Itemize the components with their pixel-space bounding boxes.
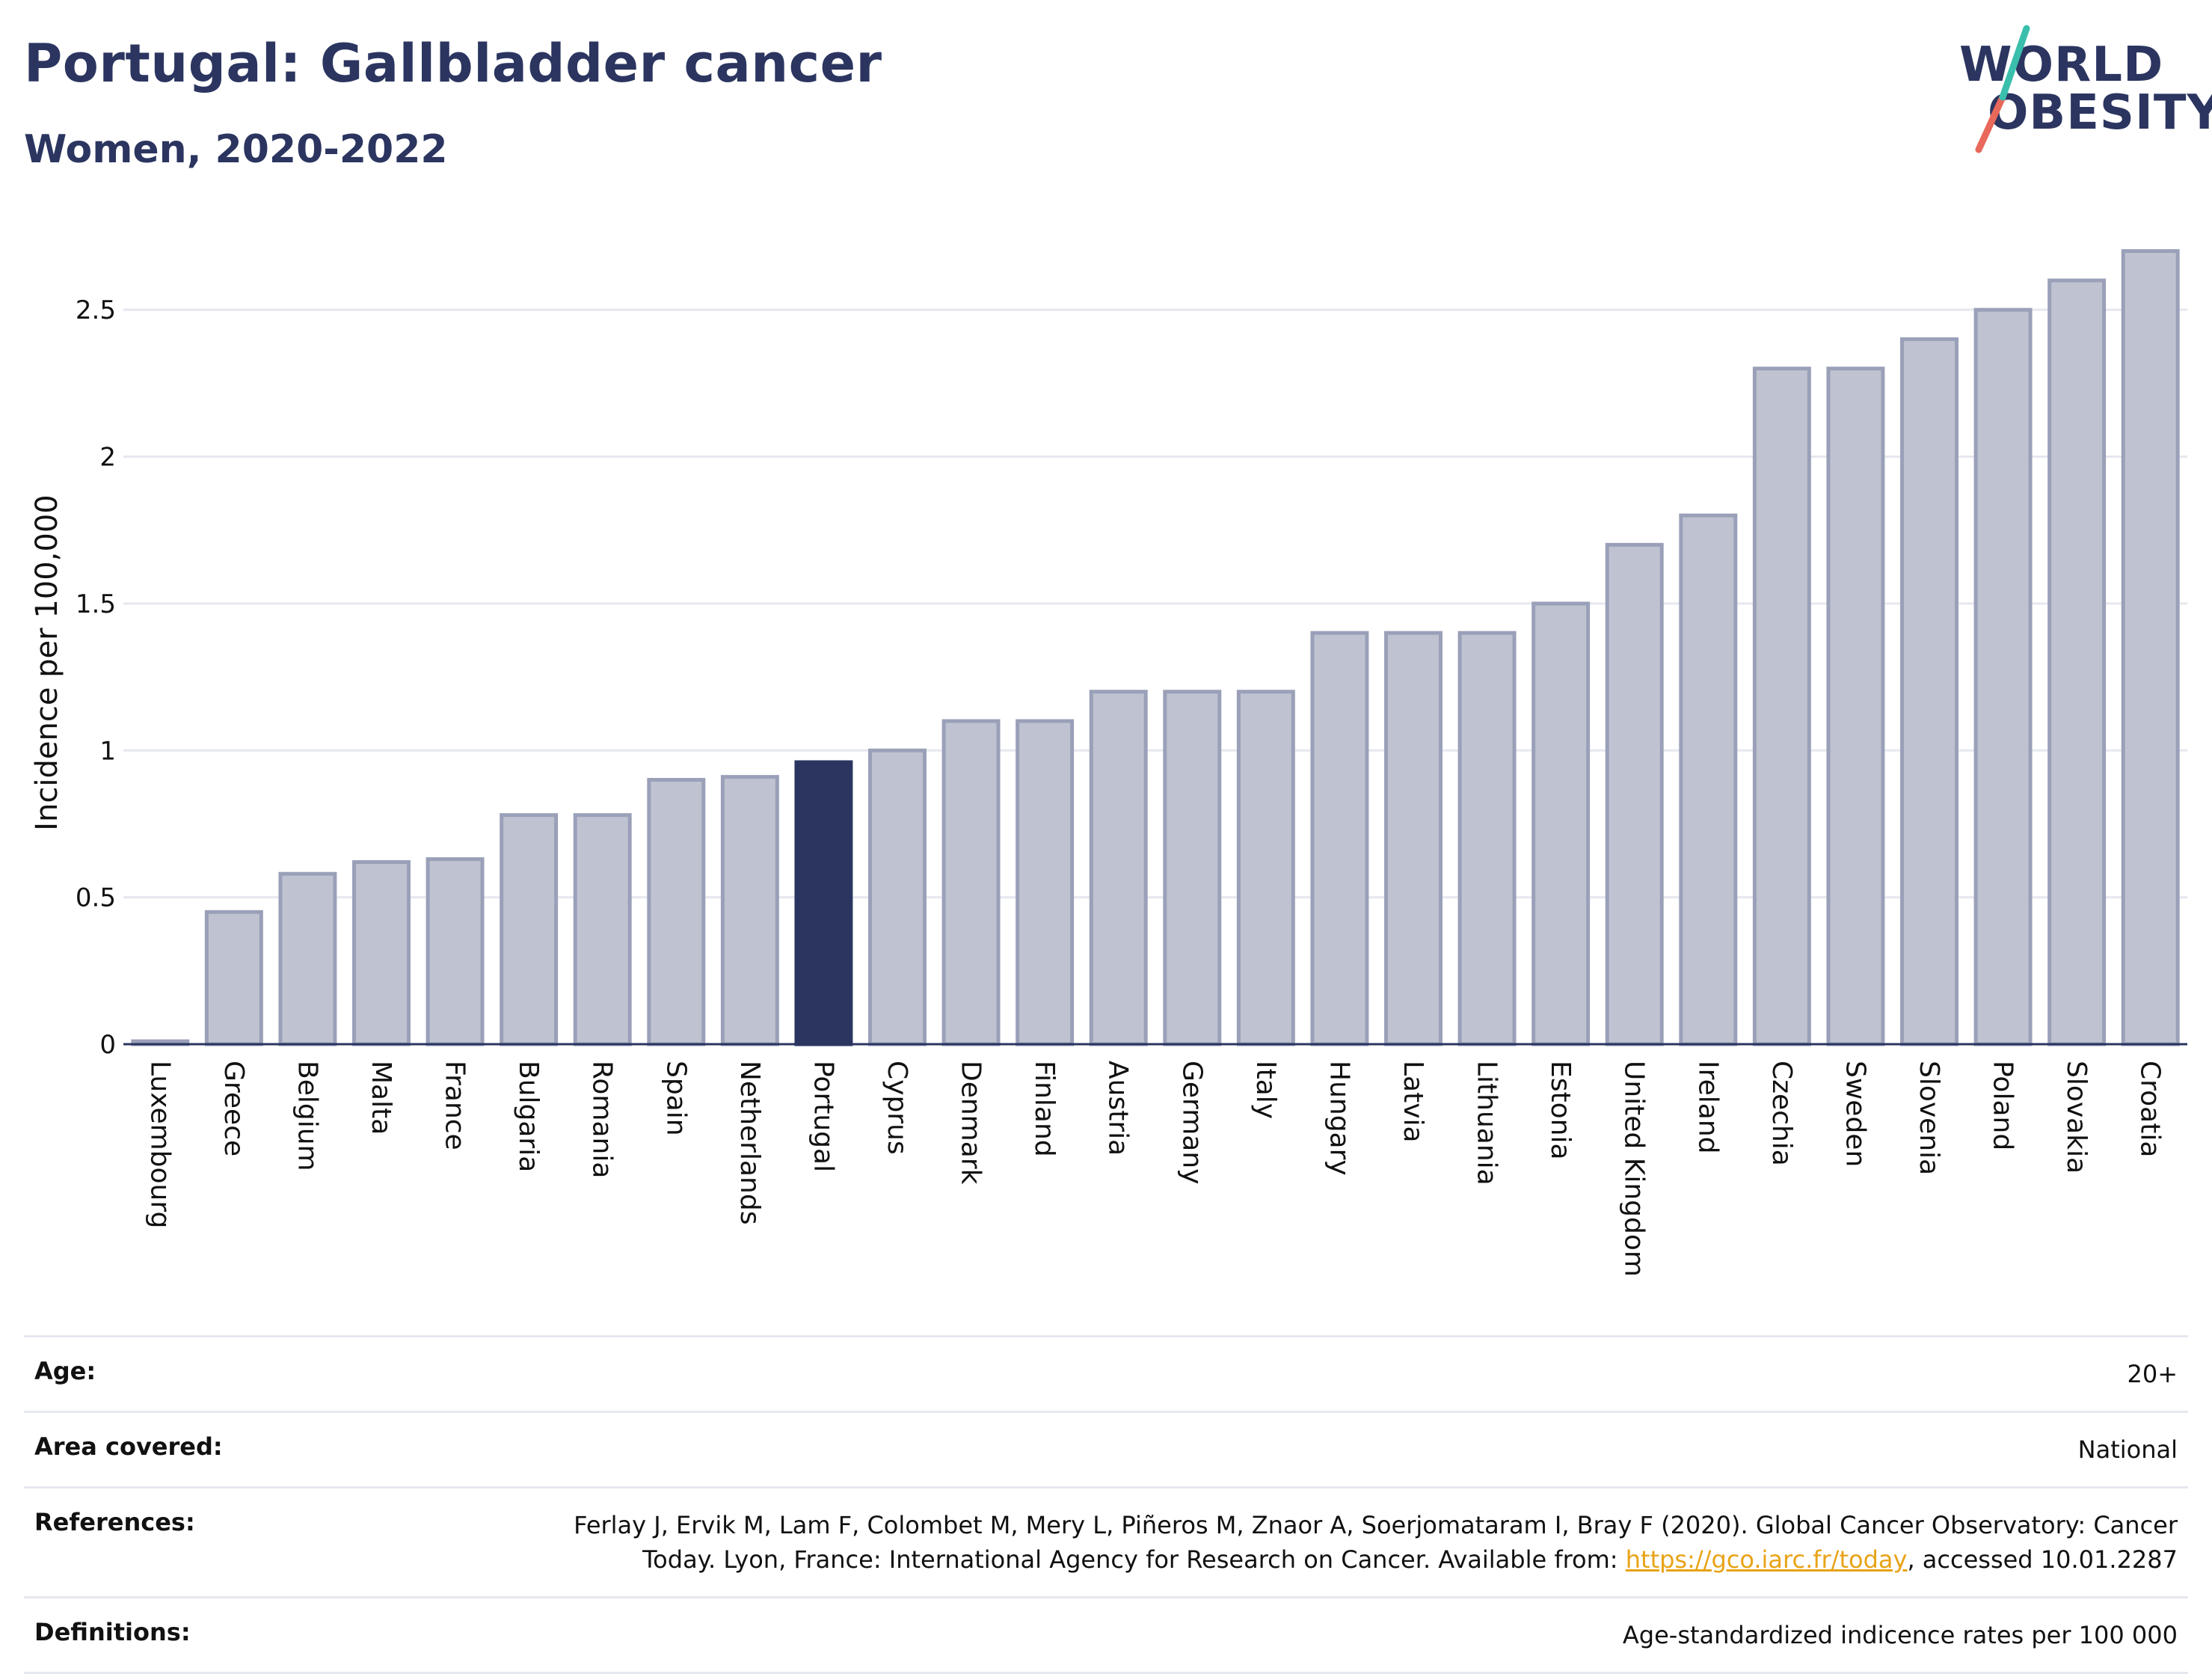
bar-france [425,857,485,1046]
logo-slash-icon [1975,25,2030,153]
logo-text-obesity: OBESITY [1988,85,2212,141]
meta-row-age: Age: 20+ [24,1335,2188,1411]
y-axis-ticks: 0 0.5 1 1.5 2 2.5 [76,295,116,1060]
x-tick-label: Poland [1988,1061,2018,1150]
bar-united-kingdom [1605,542,1664,1046]
x-tick-label: Portugal [808,1061,838,1172]
metadata-table: Age: 20+ Area covered: National Referenc… [24,1335,2188,1674]
bar-hungary [1310,631,1369,1046]
x-tick-label: Malta [366,1061,396,1135]
x-tick-label: Germany [1176,1061,1207,1184]
bar-austria [1089,690,1148,1046]
meta-row-definitions: Definitions: Age-standardized indicence … [24,1596,2188,1674]
world-obesity-logo: WORLD OBESITY [1937,22,2212,157]
y-tick-label: 2 [99,443,116,473]
x-tick-label: Lithuania [1472,1061,1502,1186]
x-tick-label: Sweden [1840,1061,1870,1167]
y-tick-label: 2.5 [76,295,116,325]
references-line2-suffix: , accessed 10.01.2287 [1907,1545,2178,1574]
x-axis-ticks: Luxembourg Greece Belgium Malta France Bulgar… [144,1061,2165,1277]
meta-row-area: Area covered: National [24,1411,2188,1486]
bar-croatia [2121,249,2180,1046]
references-line1: Ferlay J, Ervik M, Lam F, Colombet M, Me… [574,1511,2178,1539]
x-tick-label: Ireland [1692,1061,1723,1154]
bar-portugal [794,760,853,1046]
bar-chart: 0 0.5 1 1.5 2 2.5 Luxembourg Greece Belgium Malt… [30,249,2187,1277]
x-tick-label: France [440,1061,470,1150]
bar-slovakia [2047,278,2107,1046]
x-tick-label: Finland [1029,1061,1060,1157]
bar-ireland [1679,513,1738,1046]
bar-latvia [1384,631,1443,1046]
y-tick-label: 0.5 [76,883,116,913]
age-value: 20+ [2127,1360,2178,1388]
bar-poland [1973,307,2033,1046]
area-label: Area covered: [34,1432,223,1461]
x-tick-label: Austria [1103,1061,1134,1156]
bar-sweden [1826,367,1885,1046]
bar-finland [1016,719,1075,1046]
bar-cyprus [868,748,927,1046]
bar-denmark [941,719,1001,1046]
bar-czechia [1752,367,1811,1046]
x-tick-label: Estonia [1545,1061,1576,1160]
bar-malta [352,860,411,1046]
area-value: National [2077,1435,2178,1464]
references-label: References: [34,1508,195,1536]
bar-germany [1163,690,1222,1046]
x-tick-label: Cyprus [882,1061,912,1155]
x-tick-label: Czechia [1766,1061,1797,1166]
x-tick-label: Luxembourg [144,1061,175,1228]
x-tick-label: Latvia [1398,1061,1428,1143]
bar-lithuania [1457,631,1517,1046]
age-label: Age: [34,1357,96,1385]
x-tick-label: Romania [587,1061,618,1178]
y-tick-label: 1 [99,736,116,766]
bar-bulgaria [500,813,559,1046]
bar-estonia [1531,601,1591,1046]
y-tick-label: 0 [99,1030,116,1060]
meta-row-references: References: Ferlay J, Ervik M, Lam F, Co… [24,1486,2188,1596]
x-tick-label: Slovenia [1914,1061,1944,1175]
x-tick-label: United Kingdom [1619,1061,1650,1277]
logo-text-world: WORLD [1959,37,2164,93]
bar-netherlands [720,775,779,1046]
bar-spain [647,778,706,1046]
bar-italy [1236,690,1295,1046]
x-tick-label: Netherlands [734,1061,765,1224]
bar-romania [573,813,632,1046]
x-tick-label: Hungary [1324,1061,1354,1176]
x-tick-label: Spain [660,1061,691,1136]
y-axis-label: Incidence per 100,000 [30,494,64,831]
chart-subtitle: Women, 2020-2022 [24,127,448,172]
definitions-value: Age-standardized indicence rates per 100… [1622,1621,2178,1649]
bar-belgium [278,871,337,1046]
x-tick-label: Belgium [292,1061,322,1171]
x-tick-label: Bulgaria [513,1061,544,1172]
bar-slovenia [1900,337,1958,1046]
references-link[interactable]: https://gco.iarc.fr/today [1625,1545,1908,1574]
x-tick-label: Croatia [2135,1061,2166,1157]
bar-greece [204,910,263,1046]
x-tick-label: Denmark [956,1061,986,1185]
chart-title: Portugal: Gallbladder cancer [24,33,882,94]
y-tick-label: 1.5 [76,589,116,619]
definitions-label: Definitions: [34,1618,191,1646]
references-line2-prefix: Today. Lyon, France: International Agenc… [642,1545,1626,1574]
x-tick-label: Greece [218,1061,249,1156]
bars [131,249,2180,1046]
x-tick-label: Slovakia [2061,1061,2092,1174]
references-value: Ferlay J, Ervik M, Lam F, Colombet M, Me… [574,1508,2178,1577]
x-tick-label: Italy [1250,1061,1281,1119]
